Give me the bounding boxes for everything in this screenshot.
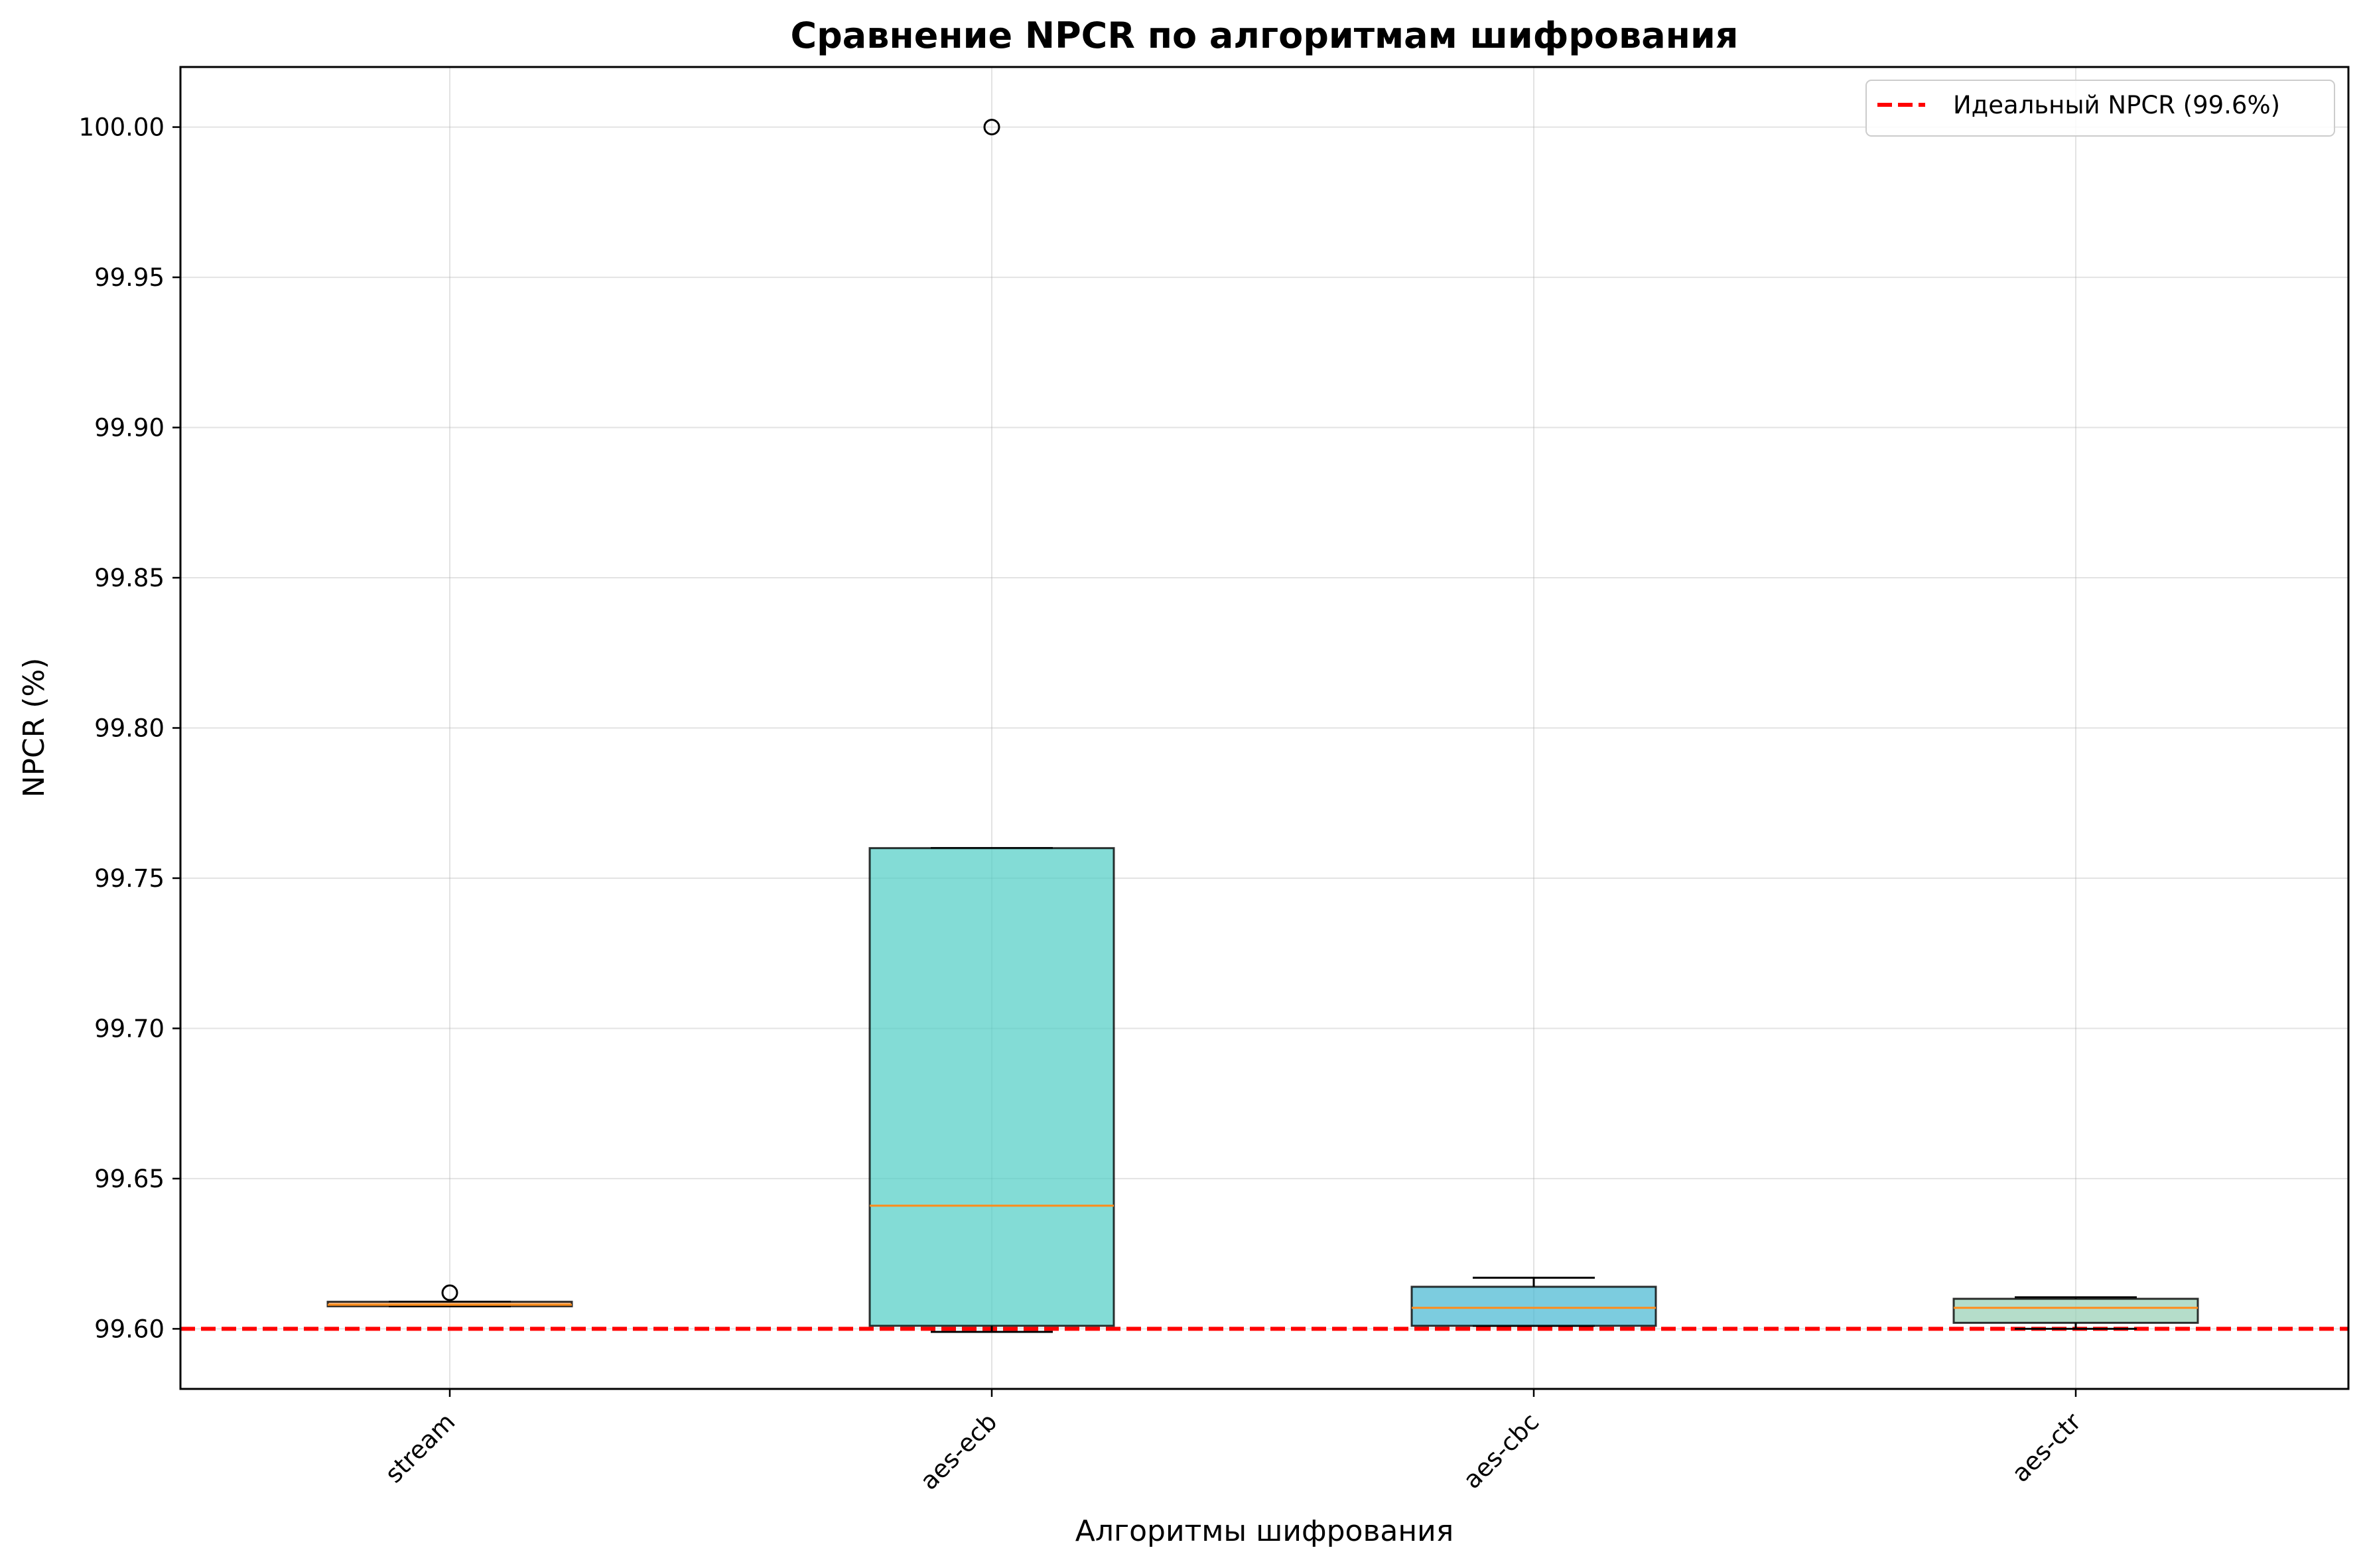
y-tick-label: 99.65 [94,1165,165,1193]
grid [180,67,2348,1389]
boxes [326,119,2199,1333]
y-tick-label: 99.95 [94,263,165,292]
box-aes-ecb [868,119,1115,1333]
box-stream [326,1284,573,1307]
y-tick-label: 100.00 [79,113,165,142]
legend-label: Идеальный NPCR (99.6%) [1953,91,2280,119]
box-aes-cbc [1410,1276,1657,1327]
y-tick-label: 99.85 [94,564,165,592]
y-tick-label: 99.80 [94,714,165,743]
x-axis-label: Алгоритмы шифрования [1075,1514,1453,1548]
box-iqr [868,847,1115,1327]
y-axis-label: NPCR (%) [17,658,51,798]
box-iqr [1410,1285,1657,1327]
legend: Идеальный NPCR (99.6%) [1865,80,2335,137]
y-axis-ticks: 99.60 99.65 99.70 99.75 99.80 99.85 99.90 99.95… [79,113,180,1343]
box-iqr [1952,1297,2199,1324]
y-tick-label: 99.75 [94,864,165,893]
chart-title: Сравнение NPCR по алгоритмам шифрования [791,15,1739,56]
legend-box [1865,80,2335,137]
y-tick-label: 99.60 [94,1315,165,1343]
y-tick-label: 99.90 [94,414,165,442]
box-aes-ctr [1952,1296,2199,1330]
outlier-point [441,1284,458,1301]
outlier-point [983,119,1000,136]
y-tick-label: 99.70 [94,1014,165,1043]
